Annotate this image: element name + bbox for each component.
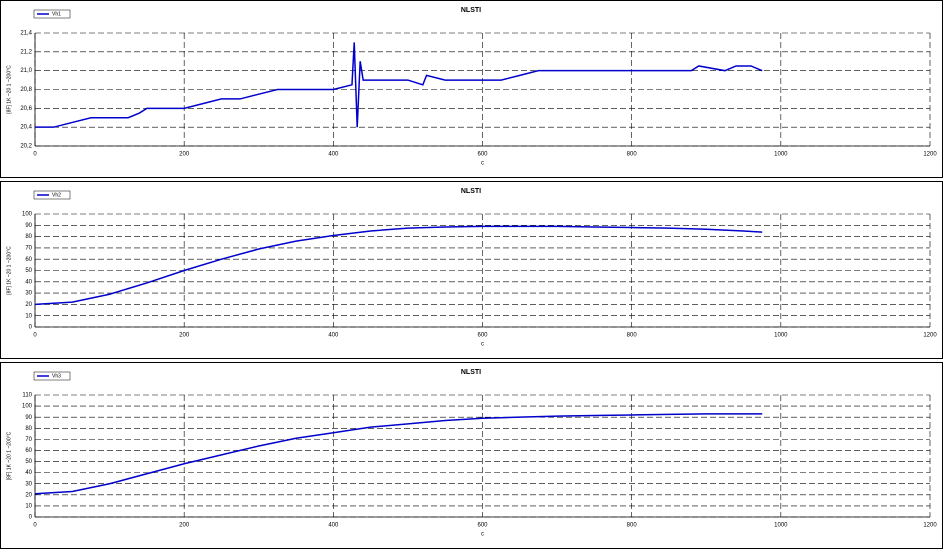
x-tick-label: 400 xyxy=(328,523,339,529)
x-tick-label: 800 xyxy=(627,523,638,529)
x-tick-label: 0 xyxy=(33,152,37,158)
panel-frame xyxy=(0,181,943,359)
y-tick-label: 30 xyxy=(25,291,32,297)
panel-frame xyxy=(0,0,943,178)
y-tick-label: 100 xyxy=(22,212,33,218)
y-tick-label: 60 xyxy=(25,448,32,454)
x-tick-label: 200 xyxy=(179,333,190,339)
y-tick-label: 70 xyxy=(25,245,32,251)
y-tick-label: 110 xyxy=(22,393,32,399)
y-tick-label: 20,4 xyxy=(20,125,32,131)
y-tick-label: 20,2 xyxy=(20,144,32,150)
chart-title: NLSTI xyxy=(461,7,481,14)
y-tick-label: 60 xyxy=(25,257,32,263)
y-tick-label: 20 xyxy=(25,302,32,308)
data-line xyxy=(34,225,763,306)
x-tick-label: 0 xyxy=(33,523,37,529)
x-axis-label: c xyxy=(481,161,484,167)
legend-box xyxy=(33,190,71,200)
y-tick-label: 20,8 xyxy=(20,87,32,93)
x-tick-label: 1000 xyxy=(774,152,788,158)
x-tick-label: 600 xyxy=(477,333,488,339)
chart-panel: NLSTI 20,2 20,4 20,6 20,8 21,0 21,2 21,4 0 200 400… xyxy=(0,0,943,178)
y-tick-label: 100 xyxy=(22,404,33,410)
y-tick-label: 90 xyxy=(25,223,32,229)
y-tick-label: 40 xyxy=(25,279,32,285)
y-tick-label: 50 xyxy=(25,268,32,274)
y-tick-label: 50 xyxy=(25,459,32,465)
x-tick-label: 200 xyxy=(179,523,190,529)
x-tick-label: 400 xyxy=(328,152,339,158)
panel-frame xyxy=(0,362,943,549)
y-tick-label: 20,6 xyxy=(20,106,32,112)
y-tick-label: 80 xyxy=(25,426,32,432)
y-tick-label: 30 xyxy=(25,481,32,487)
legend-label: Vh1 xyxy=(52,11,61,17)
x-tick-label: 600 xyxy=(477,152,488,158)
x-tick-label: 800 xyxy=(627,152,638,158)
chart-panel: NLSTI 0 10 20 30 40 50 60 70 80 90 100 110 0 200 400 600… xyxy=(0,362,943,549)
y-tick-label: 10 xyxy=(25,313,32,319)
x-tick-label: 400 xyxy=(328,333,339,339)
chart-title: NLSTI xyxy=(461,188,481,195)
data-line xyxy=(34,413,763,495)
y-axis-label: [8F] 1K ~20 1 ~200°C xyxy=(6,431,12,480)
y-tick-label: 21,4 xyxy=(20,31,32,37)
legend-box xyxy=(33,9,71,19)
y-axis-label: [8F] 1K ~20 1 ~200°C xyxy=(6,246,12,295)
y-tick-label: 40 xyxy=(25,470,32,476)
y-tick-label: 0 xyxy=(29,325,33,331)
x-tick-label: 1000 xyxy=(774,523,788,529)
y-tick-label: 21,0 xyxy=(20,68,32,74)
x-tick-label: 800 xyxy=(627,333,638,339)
y-tick-label: 21,2 xyxy=(20,49,32,55)
x-tick-label: 600 xyxy=(477,523,488,529)
x-tick-label: 200 xyxy=(179,152,190,158)
x-tick-label: 1200 xyxy=(923,523,937,529)
x-tick-label: 1200 xyxy=(923,152,937,158)
x-tick-label: 0 xyxy=(33,333,37,339)
y-tick-label: 90 xyxy=(25,415,32,421)
x-axis-label: c xyxy=(481,532,484,538)
legend-box xyxy=(33,371,71,381)
y-tick-label: 80 xyxy=(25,234,32,240)
y-tick-label: 10 xyxy=(25,503,32,509)
x-axis-label: c xyxy=(481,342,484,348)
y-axis-label: [8F] 1K ~20 1 ~200°C xyxy=(6,65,12,114)
x-tick-label: 1200 xyxy=(923,333,937,339)
y-tick-label: 70 xyxy=(25,437,32,443)
legend-label: Vh2 xyxy=(52,192,61,198)
x-tick-label: 1000 xyxy=(774,333,788,339)
y-tick-label: 20 xyxy=(25,492,32,498)
legend-label: Vh3 xyxy=(52,373,61,379)
y-tick-label: 0 xyxy=(29,515,33,521)
chart-title: NLSTI xyxy=(461,369,481,376)
data-line xyxy=(35,42,763,128)
